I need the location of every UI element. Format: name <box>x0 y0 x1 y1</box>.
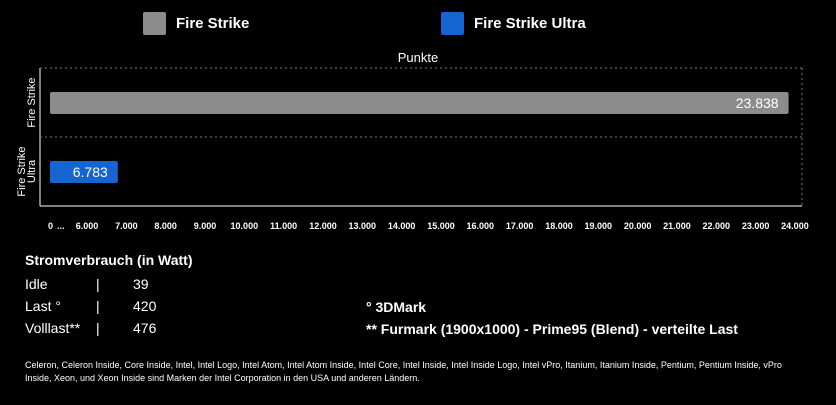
x-tick-label: ... <box>57 221 65 231</box>
power-separator: | <box>96 276 100 292</box>
x-tick-label: 0 <box>48 221 53 231</box>
x-tick-label: 21.000 <box>663 221 691 231</box>
legend-item-fire-strike-ultra: Fire Strike Ultra <box>441 10 586 36</box>
power-label: Last ° <box>25 298 61 314</box>
legend-swatch-fire-strike <box>143 11 166 35</box>
category-label: Fire Strike <box>16 146 28 196</box>
category-label: Ultra <box>26 159 38 183</box>
data-label: 23.838 <box>736 95 779 111</box>
power-separator: | <box>96 320 100 336</box>
x-tick-label: 12.000 <box>309 221 337 231</box>
x-tick-label: 8.000 <box>154 221 177 231</box>
legend-label-fire-strike: Fire Strike <box>176 14 250 32</box>
chart-title: Punkte <box>398 50 438 65</box>
x-tick-label: 14.000 <box>388 221 416 231</box>
x-tick-label: 17.000 <box>506 221 534 231</box>
x-tick-label: 18.000 <box>545 221 573 231</box>
x-tick-label: 10.000 <box>231 221 259 231</box>
legend-swatch-fire-strike-ultra <box>441 11 464 35</box>
power-value: 476 <box>133 320 157 336</box>
x-tick-label: 19.000 <box>585 221 613 231</box>
trademark-footer: Celeron, Celeron Inside, Core Inside, In… <box>25 360 782 383</box>
x-tick-label: 20.000 <box>624 221 652 231</box>
power-label: Volllast** <box>25 320 81 336</box>
category-label: Fire Strike <box>26 77 38 127</box>
note-3dmark: ° 3DMark <box>366 299 427 315</box>
legend-label-fire-strike-ultra: Fire Strike Ultra <box>474 14 586 32</box>
x-tick-label: 24.000 <box>781 221 809 231</box>
power-separator: | <box>96 298 100 314</box>
x-tick-label: 9.000 <box>194 221 217 231</box>
x-tick-label: 11.000 <box>270 221 297 231</box>
x-tick-label: 22.000 <box>703 221 731 231</box>
power-label: Idle <box>25 276 48 292</box>
data-label: 6.783 <box>73 164 108 180</box>
x-tick-label: 13.000 <box>349 221 377 231</box>
note-furmark: ** Furmark (1900x1000) - Prime95 (Blend)… <box>366 321 738 337</box>
x-tick-label: 23.000 <box>742 221 770 231</box>
power-value: 420 <box>133 298 157 314</box>
power-section-title: Stromverbrauch (in Watt) <box>25 252 193 268</box>
x-tick-label: 16.000 <box>467 221 495 231</box>
power-value: 39 <box>133 276 149 292</box>
x-tick-label: 7.000 <box>115 221 138 231</box>
legend-item-fire-strike: Fire Strike <box>143 10 249 36</box>
bar-fire-strike-ultra <box>50 161 118 183</box>
x-tick-label: 15.000 <box>427 221 455 231</box>
x-tick-label: 6.000 <box>76 221 99 231</box>
bar-fire-strike <box>50 92 789 114</box>
